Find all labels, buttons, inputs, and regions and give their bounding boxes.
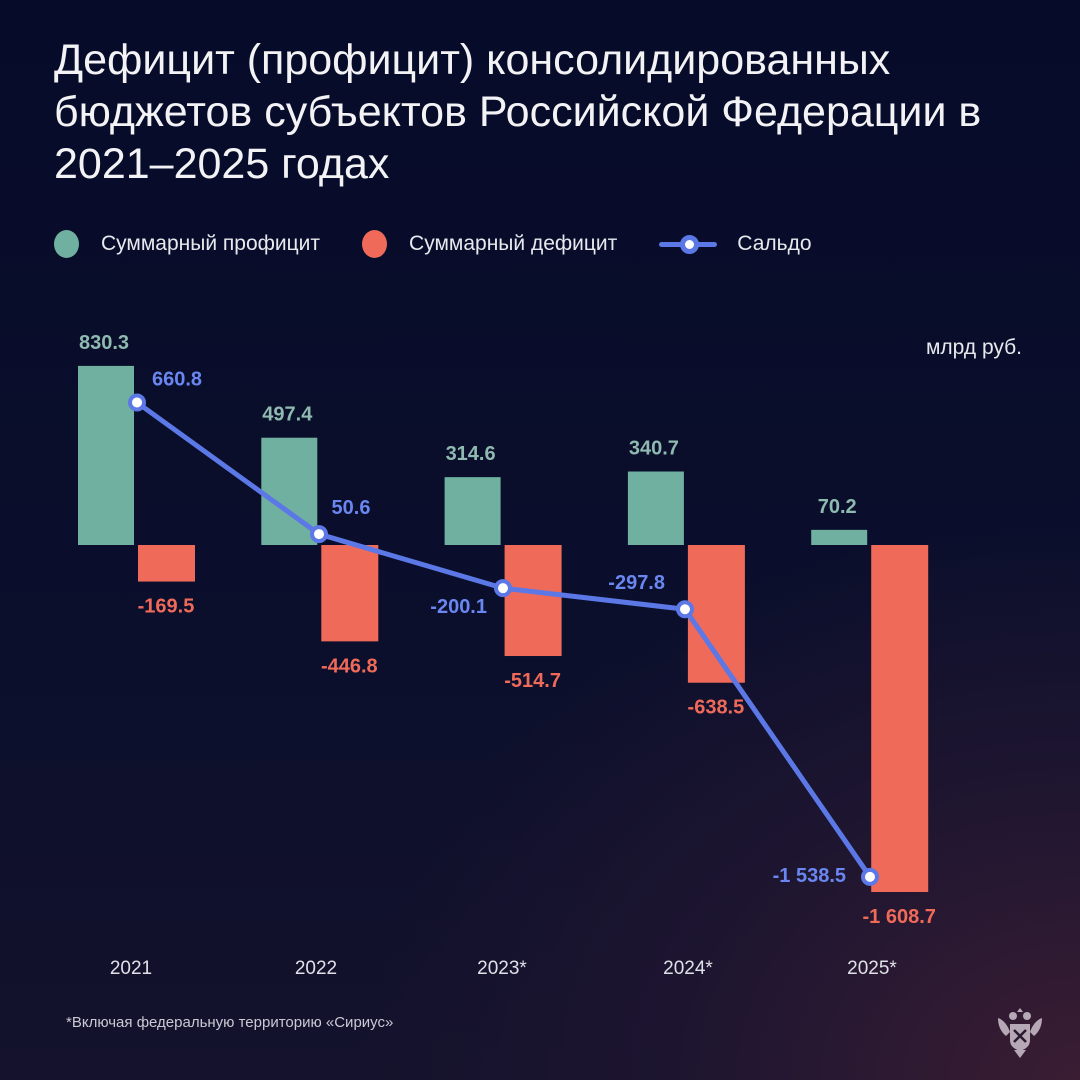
deficit-label: -514.7 [504, 670, 561, 692]
deficit-bar [687, 545, 745, 683]
balance-line [135, 400, 873, 879]
balance-point [676, 600, 694, 619]
surplus-bar [627, 471, 684, 545]
balance-point [494, 579, 512, 598]
x-tick-label: 2023* [477, 958, 527, 979]
legend-deficit: Суммарный дефицит [362, 230, 617, 258]
legend-surplus: Суммарный профицит [54, 230, 320, 258]
balance-point [861, 867, 879, 886]
chart-title: Дефицит (профицит) консолидированных бюд… [54, 36, 982, 188]
balance-label: -297.8 [608, 572, 665, 594]
emblem-logo [998, 1008, 1042, 1058]
deficit-label: -446.8 [321, 655, 378, 677]
legend-balance: Сальдо [659, 230, 812, 258]
x-tick-label: 2025* [847, 958, 897, 979]
footnote: *Включая федеральную территорию «Сириус» [66, 1014, 394, 1031]
balance-line-icon [659, 230, 718, 258]
x-tick-label: 2024* [663, 958, 713, 979]
surplus-label: 497.4 [262, 404, 313, 426]
surplus-label: 314.6 [446, 443, 496, 465]
legend-deficit-label: Суммарный дефицит [409, 232, 618, 255]
deficit-label: -1 608.7 [863, 906, 936, 928]
deficit-bar [321, 545, 379, 642]
deficit-swatch [362, 230, 388, 258]
deficit-bar [871, 545, 929, 892]
deficit-bar [504, 545, 562, 657]
unit-label: млрд руб. [925, 336, 1022, 359]
surplus-label: 830.3 [79, 332, 129, 354]
x-tick-label: 2022 [295, 958, 337, 979]
surplus-label: 340.7 [629, 438, 679, 460]
legend-surplus-label: Суммарный профицит [101, 232, 321, 255]
balance-point [128, 393, 146, 412]
x-tick-label: 2021 [110, 958, 152, 979]
surplus-swatch [54, 230, 79, 258]
surplus-bar [811, 529, 868, 545]
balance-label: 50.6 [332, 497, 371, 519]
surplus-bar [444, 477, 501, 545]
deficit-label: -169.5 [138, 596, 195, 618]
deficit-label: -638.5 [688, 697, 745, 719]
legend-balance-label: Сальдо [737, 232, 812, 255]
surplus-bar [78, 365, 134, 545]
balance-label: -200.1 [430, 596, 487, 618]
balance-point [310, 525, 328, 544]
deficit-bar [138, 545, 195, 582]
legend: Суммарный профицит Суммарный дефицит Сал… [54, 230, 854, 258]
balance-label: -1 538.5 [773, 865, 846, 887]
balance-label: 660.8 [152, 368, 202, 390]
surplus-label: 70.2 [818, 496, 857, 518]
